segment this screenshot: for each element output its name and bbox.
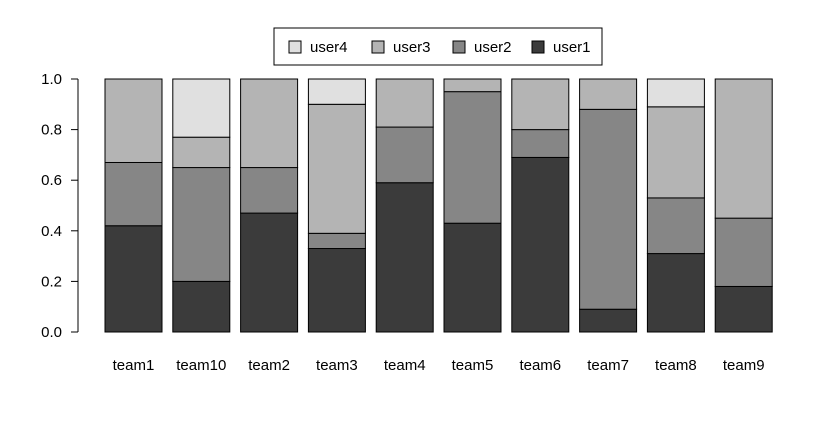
x-tick-label: team7 [587, 357, 629, 374]
y-tick-label: 0.0 [41, 324, 62, 341]
bars [104, 78, 773, 333]
bar-segment-user3 [172, 136, 231, 169]
bar-segment-user2 [240, 167, 299, 214]
bar-segment-user1 [375, 182, 434, 333]
bar-stack [307, 78, 366, 333]
bar-stack [172, 78, 231, 333]
x-tick-label: team5 [452, 357, 494, 374]
bar-segment-user3 [307, 103, 366, 234]
bar-stack [375, 78, 434, 333]
y-tick-label: 0.2 [41, 273, 62, 290]
x-tick-label: team10 [176, 357, 226, 374]
bar-segment-user4 [307, 78, 366, 105]
bar-segment-user3 [240, 78, 299, 169]
x-tick-label: team1 [113, 357, 155, 374]
y-tick-label: 0.4 [41, 223, 62, 240]
y-tick-label: 0.6 [41, 172, 62, 189]
legend-label: user2 [474, 39, 512, 56]
bar-segment-user1 [579, 308, 638, 333]
bar-segment-user3 [375, 78, 434, 128]
legend-swatch [531, 40, 545, 54]
x-axis-labels: team1 team10 team2 team3 team4 team5 team6 team… [113, 357, 765, 374]
x-tick-label: team3 [316, 357, 358, 374]
bar-stack [579, 78, 638, 333]
y-tick-label: 0.8 [41, 122, 62, 139]
bar-segment-user2 [375, 126, 434, 184]
x-tick-label: team4 [384, 357, 426, 374]
bar-segment-user3 [443, 78, 502, 93]
x-tick-label: team8 [655, 357, 697, 374]
legend-box [273, 27, 603, 66]
bar-segment-user1 [172, 280, 231, 333]
bar-segment-user2 [172, 167, 231, 282]
bar-segment-user1 [240, 212, 299, 333]
bar-segment-user3 [511, 78, 570, 131]
legend-item-user2: user2 [452, 39, 512, 56]
bar-segment-user4 [172, 78, 231, 138]
bar-segment-user2 [646, 197, 705, 255]
x-tick-label: team2 [248, 357, 290, 374]
legend-swatch [288, 40, 302, 54]
bar-stack [511, 78, 570, 333]
bar-segment-user1 [714, 285, 773, 333]
bar-segment-user1 [511, 156, 570, 333]
bar-segment-user1 [307, 248, 366, 333]
bar-segment-user2 [714, 217, 773, 287]
legend-label: user3 [393, 39, 431, 56]
bar-stack [714, 78, 773, 333]
legend-item-user3: user3 [371, 39, 431, 56]
bar-stack [646, 78, 705, 333]
bar-segment-user4 [646, 78, 705, 108]
bar-segment-user3 [714, 78, 773, 219]
bar-segment-user3 [579, 78, 638, 110]
x-tick-label: team9 [723, 357, 765, 374]
bar-segment-user2 [307, 232, 366, 250]
legend-item-user1: user1 [531, 39, 591, 56]
bar-segment-user2 [511, 129, 570, 158]
bar-segment-user1 [443, 222, 502, 333]
legend-swatch [371, 40, 385, 54]
bar-stack [443, 78, 502, 333]
bar-segment-user1 [646, 253, 705, 333]
bar-segment-user1 [104, 225, 163, 333]
bar-segment-user3 [104, 78, 163, 163]
bar-segment-user2 [443, 91, 502, 224]
legend: user4 user3 user2 user1 [273, 27, 603, 66]
legend-swatch [452, 40, 466, 54]
y-axis: 0.0 0.2 0.4 0.6 0.8 1.0 [41, 71, 79, 341]
legend-label: user1 [553, 39, 591, 56]
bar-segment-user2 [579, 108, 638, 310]
bar-segment-user3 [646, 106, 705, 199]
bar-stack [240, 78, 299, 333]
legend-label: user4 [310, 39, 348, 56]
x-tick-label: team6 [519, 357, 561, 374]
bar-stack [104, 78, 163, 333]
bar-segment-user2 [104, 161, 163, 227]
legend-item-user4: user4 [288, 39, 348, 56]
y-tick-label: 1.0 [41, 71, 62, 88]
